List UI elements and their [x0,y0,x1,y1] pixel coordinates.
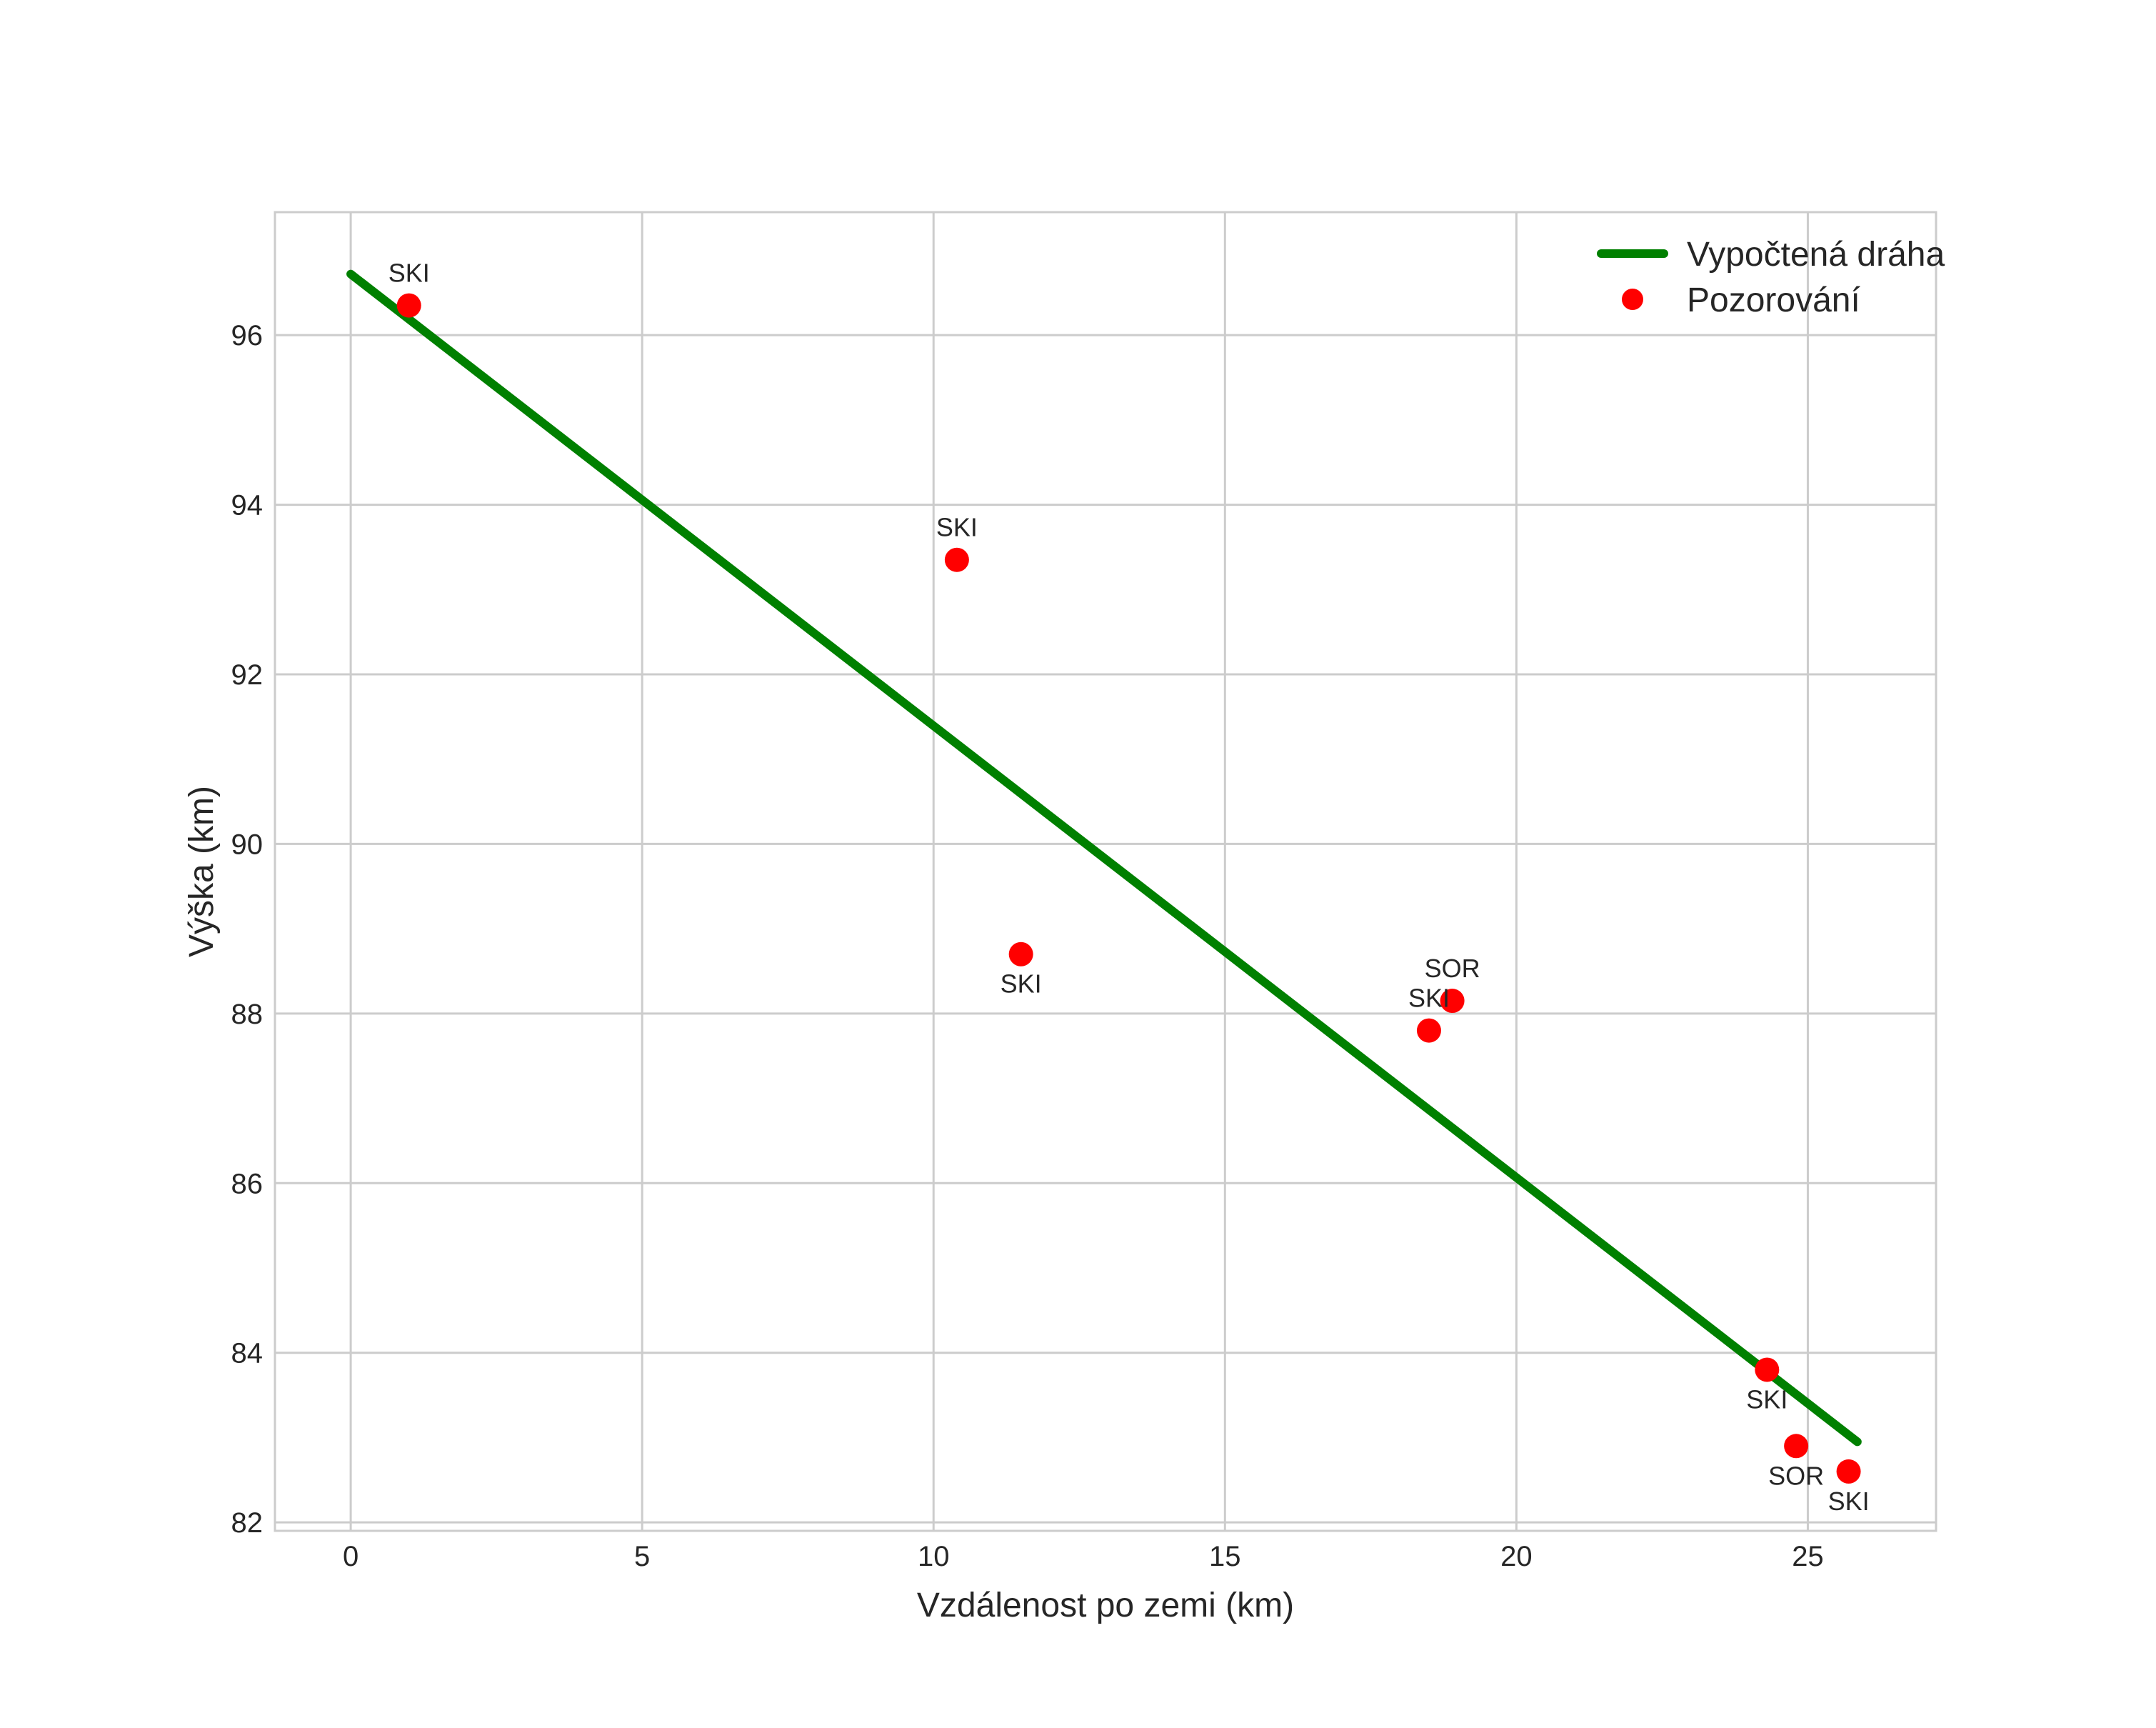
legend: Vypočtená dráha Pozorování [1597,236,1945,319]
observation-label: SOR [1768,1461,1824,1490]
observation-label: SKI [1408,984,1450,1013]
y-tick-label: 96 [231,320,264,351]
observation-point [1784,1434,1809,1459]
x-tick-label: 15 [1209,1541,1241,1572]
observation-point [1008,942,1033,967]
grid [274,211,1937,1532]
legend-label: Pozorování [1687,281,1860,319]
legend-label: Vypočtená dráha [1687,236,1945,274]
observation-point [1416,1018,1441,1043]
observation-point [1755,1357,1780,1382]
y-tick-label: 92 [231,659,264,691]
y-tick-label: 90 [231,829,264,860]
x-tick-label: 25 [1792,1541,1824,1572]
y-tick-label: 88 [231,999,264,1030]
x-tick-label: 20 [1500,1541,1533,1572]
y-tick-label: 82 [231,1507,264,1539]
observation-point [396,293,421,318]
observation-label: SKI [936,513,978,542]
observation-label: SKI [1001,969,1042,999]
x-tick-label: 5 [634,1541,650,1572]
observation-label: SOR [1425,954,1480,983]
observation-label: SKI [1746,1384,1788,1414]
observation-point [1440,989,1465,1014]
y-axis-label: Výška (km) [183,786,221,957]
legend-dot-sample [1622,289,1643,310]
x-tick-label: 10 [918,1541,950,1572]
plot-border [274,211,1937,1532]
y-tick-label: 94 [231,490,264,521]
x-axis-label: Vzdálenost po zemi (km) [917,1587,1294,1624]
observation-point [944,547,969,572]
tick-labels: 0 5 10 15 20 25 82 84 86 88 90 92 94 96 [231,320,1824,1572]
y-tick-label: 86 [231,1168,264,1199]
y-tick-label: 84 [231,1338,264,1369]
observation-point [1836,1459,1861,1484]
x-tick-label: 0 [343,1541,359,1572]
observation-label: SKI [388,259,430,288]
trajectory-line [346,269,1862,1447]
observation-label: SKI [1828,1487,1870,1516]
